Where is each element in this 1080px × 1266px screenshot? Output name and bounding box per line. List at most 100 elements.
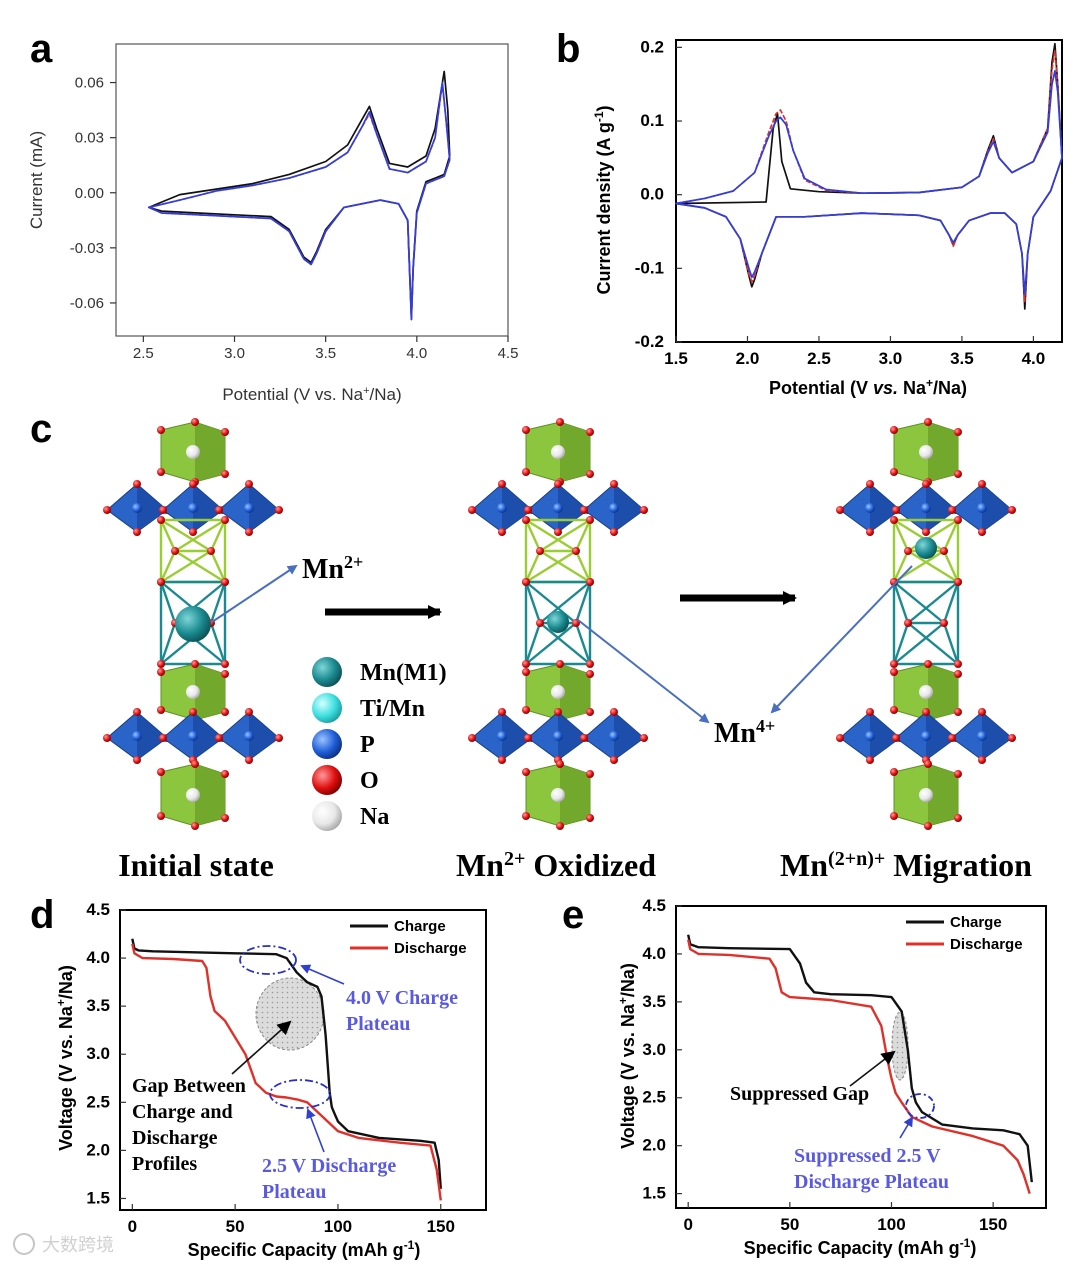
na-atom [551,788,565,802]
oxygen-atom [1008,734,1016,742]
oxygen-atom [556,822,564,830]
suppressed-gap-shading [891,1011,909,1081]
oxygen-atom [215,506,223,514]
na-atom [186,445,200,459]
oxygen-atom [133,528,141,536]
oxygen-atom [159,506,167,514]
legend-label: P [360,732,375,758]
bond-line [209,519,227,552]
gap-shading [255,977,325,1051]
oxygen-atom [524,734,532,742]
oxygen-atom [866,480,874,488]
bond-line [892,519,910,552]
series-line-cycle-black [675,42,1063,310]
oxygen-atom [103,734,111,742]
panel-b-xlabel: Potential (V vs. Na+/Na) [769,376,967,398]
bond-line [209,550,227,583]
oxygen-atom [890,516,898,524]
oxygen-atom [103,506,111,514]
phosphorus-atom [553,503,563,513]
oxygen-atom [522,706,530,714]
oxygen-atom [940,619,948,627]
oxygen-atom [924,760,932,768]
oxygen-atom [536,619,544,627]
panel-b-cv-chart: 1.5 2.0 2.5 3.0 3.5 4.0 0.2 0.1 0.0 -0.1 -0.2 Pote… [592,37,1063,398]
po4-face [502,484,532,532]
oxygen-atom [524,506,532,514]
y-tick-label: 0.2 [640,37,664,56]
y-tick-label: -0.2 [635,332,664,351]
y-tick-label: 2.0 [86,1140,110,1159]
po4-face [249,712,279,760]
x-tick-label: 3.0 [224,345,245,362]
oxygen-atom [157,768,165,776]
na-polyhedron-face [195,422,225,482]
oxygen-atom [640,734,648,742]
na-atom [551,445,565,459]
annot-4v-line2: Plateau [346,1013,410,1035]
oxygen-atom [522,660,530,668]
oxygen-atom [522,668,530,676]
oxygen-atom [978,756,986,764]
bond-line [159,622,177,665]
oxygen-atom [580,506,588,514]
na-polyhedron-face [560,764,590,826]
oxygen-atom [554,708,562,716]
bond-line [160,549,212,584]
bond-line [574,550,592,583]
panel-d-xlabel: Specific Capacity (mAh g-1) [188,1238,421,1260]
oxygen-atom [924,822,932,830]
series-line-cycle-blue [147,81,451,321]
oxygen-atom [157,578,165,586]
x-tick-label: 100 [877,1215,905,1234]
po4-face [558,712,588,760]
na-polyhedron-face [560,422,590,482]
bond-line [574,622,592,665]
y-tick-label: 0.00 [75,185,104,202]
y-tick-label: 0.03 [75,130,104,147]
phosphorus-atom [609,503,619,513]
oxygen-atom [221,814,229,822]
oxygen-atom [245,756,253,764]
x-tick-label: 0 [683,1215,692,1234]
series-line-discharge [687,939,1031,1194]
bond-line [524,581,542,624]
po4-face [137,484,167,532]
po4-face [926,712,956,760]
oxygen-atom [189,528,197,536]
series-line-cycle-blue [675,70,1063,295]
oxygen-atom [191,822,199,830]
manganese-atom [915,537,937,559]
oxygen-atom [221,770,229,778]
panel-b-frame [675,39,1063,343]
oxygen-atom [640,506,648,514]
oxygen-atom [954,708,962,716]
oxygen-atom [221,578,229,586]
bond-line [942,581,960,624]
oxygen-atom [948,506,956,514]
x-tick-label: 4.0 [406,345,427,362]
na-atom [186,685,200,699]
annot-suppressed-gap: Suppressed Gap [730,1083,869,1105]
phosphorus-atom [244,503,254,513]
oxygen-atom [245,708,253,716]
state-caption-initial: Initial state [118,847,274,883]
y-tick-label: 4.5 [642,896,666,915]
panel-a-xlabel: Potential (V vs. Na+/Na) [222,385,401,404]
oxygen-atom [221,516,229,524]
oxygen-atom [904,547,912,555]
na-atom [919,445,933,459]
discharge-plateau-marker [269,1079,331,1109]
na-polyhedron-face [195,664,225,720]
x-tick-label: 50 [226,1217,245,1236]
oxygen-atom [954,660,962,668]
bond-line [159,581,177,624]
oxygen-atom [171,547,179,555]
oxygen-atom [498,756,506,764]
y-tick-label: 1.5 [642,1184,666,1203]
oxygen-atom [954,770,962,778]
oxygen-atom [586,428,594,436]
oxygen-atom [556,418,564,426]
y-tick-label: 3.5 [86,996,110,1015]
y-tick-label: -0.06 [70,295,104,312]
